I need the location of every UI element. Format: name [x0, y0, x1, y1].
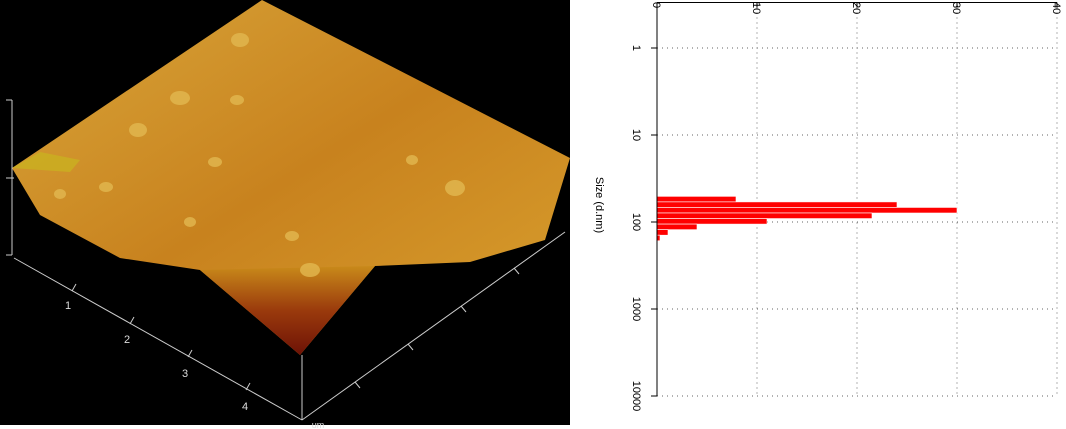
surface-front	[200, 266, 375, 355]
y-tick-label: 1000	[630, 297, 642, 321]
bar	[656, 201, 898, 208]
bar	[656, 229, 669, 236]
x-tick-label: 20	[850, 2, 862, 14]
axis-label: 2	[124, 334, 130, 346]
surface	[12, 0, 570, 355]
axis-labels-3d: 1 2 3 4 um	[65, 300, 324, 429]
bar	[656, 196, 737, 203]
surface-grains	[54, 33, 465, 277]
y-tick-label: 1	[630, 45, 642, 51]
bar	[656, 223, 698, 230]
bar	[656, 207, 958, 214]
axis-label: 4	[242, 401, 248, 413]
unit-label: um	[312, 420, 325, 429]
x-tick-label: 40	[1050, 2, 1062, 14]
y-tick-label: 10000	[630, 381, 642, 412]
y-axis-title: Size (d.nm)	[593, 177, 605, 233]
axis-label: 3	[182, 368, 188, 380]
histogram: Size (d.nm) 0 10 20 30 40 1 10 100 1000 10000	[593, 2, 1062, 411]
x-tick-label: 0	[650, 2, 662, 8]
axis-label: 1	[65, 300, 71, 312]
bar	[656, 212, 873, 219]
bar	[656, 218, 768, 225]
x-tick-label: 30	[950, 2, 962, 14]
surface-highlight	[12, 152, 80, 172]
y-tick-label: 100	[630, 213, 642, 231]
x-tick-label: 10	[750, 2, 762, 14]
afm-image: 1 2 3 4 um	[0, 0, 570, 429]
axes-3d	[6, 99, 566, 421]
y-tick-label: 10	[630, 129, 642, 141]
